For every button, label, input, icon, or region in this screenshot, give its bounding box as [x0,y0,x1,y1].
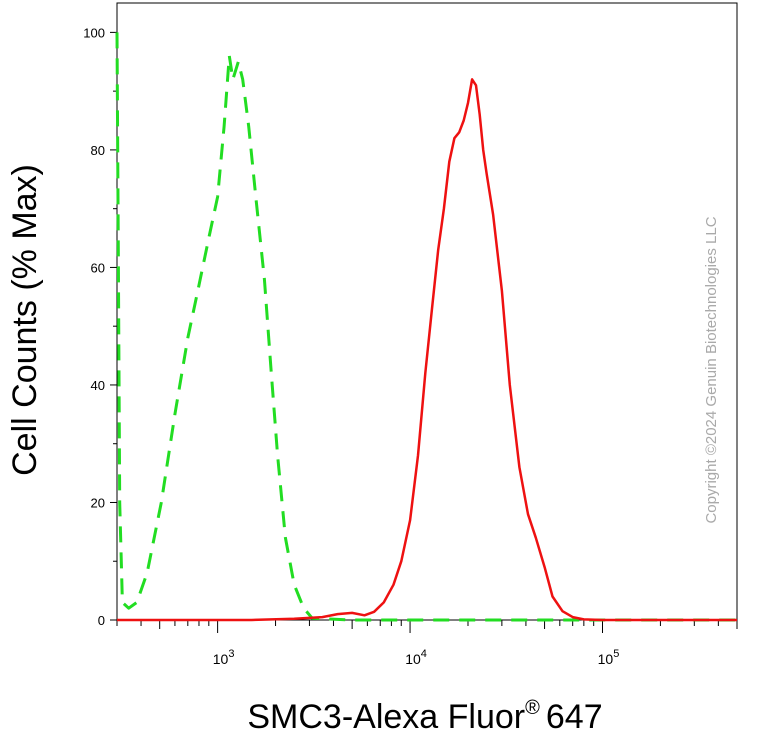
sample-histogram-line [117,78,737,622]
x-axis-title-suffix: 647 [546,698,603,736]
x-tick-label-exponent: 3 [228,648,234,660]
y-axis: 0 20 40 60 80 100 [83,25,117,628]
copyright-watermark: Copyright ©2024 Genuin Biotechnologies L… [703,216,720,523]
y-tick-label: 60 [91,260,105,275]
x-tick-label-base: 10 [598,651,614,667]
x-tick-label: 104 [405,648,427,667]
y-tick-label: 100 [83,25,105,40]
y-tick-label: 20 [91,495,105,510]
y-axis-title: Cell Counts (% Max) [6,164,44,476]
x-axis-title: SMC3-Alexa Fluor® 647 [247,697,602,736]
x-tick-label-base: 10 [213,651,229,667]
series-group [115,32,737,622]
x-tick-label-exponent: 5 [613,648,619,660]
x-axis-title-superscript: ® [525,697,540,719]
x-axis-title-main: SMC3-Alexa Fluor [247,698,525,736]
plot-frame [116,2,738,621]
x-axis: 103 104 105 [116,620,738,667]
y-tick-label: 40 [91,378,105,393]
x-tick-label: 103 [213,648,235,667]
x-tick-label-exponent: 4 [421,648,427,660]
x-tick-label: 105 [598,648,620,667]
x-tick-label-base: 10 [405,651,421,667]
y-tick-label: 0 [98,613,105,628]
y-tick-label: 80 [91,143,105,158]
control-histogram-line [115,32,737,622]
